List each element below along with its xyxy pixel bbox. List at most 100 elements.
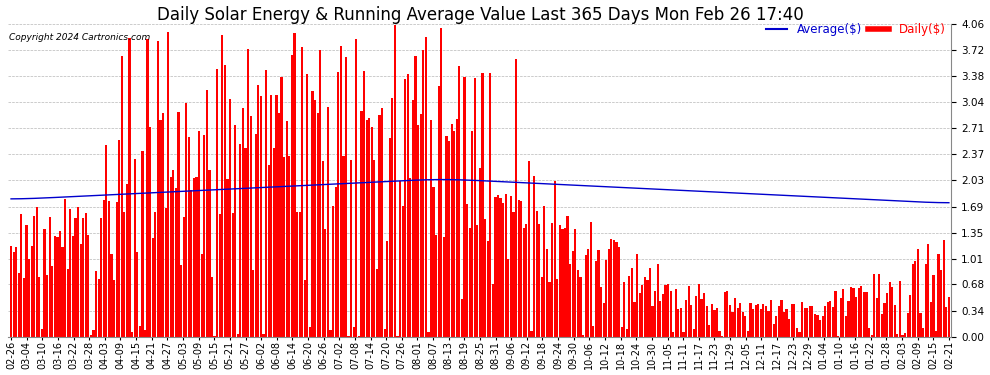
Bar xyxy=(85,213,87,337)
Bar xyxy=(180,265,182,337)
Bar xyxy=(247,49,249,337)
Bar xyxy=(26,225,28,337)
Bar xyxy=(229,99,231,337)
Bar xyxy=(894,305,896,337)
Bar xyxy=(273,148,275,337)
Bar xyxy=(131,332,134,337)
Bar xyxy=(111,254,113,337)
Bar xyxy=(832,308,834,337)
Bar xyxy=(922,328,925,337)
Bar xyxy=(492,284,494,337)
Bar xyxy=(669,291,672,337)
Bar xyxy=(520,201,523,337)
Bar xyxy=(783,312,785,337)
Bar xyxy=(742,312,743,337)
Bar xyxy=(44,229,46,337)
Bar xyxy=(108,201,110,337)
Bar xyxy=(18,273,20,337)
Bar xyxy=(332,206,335,337)
Bar xyxy=(621,327,623,337)
Text: Copyright 2024 Cartronics.com: Copyright 2024 Cartronics.com xyxy=(9,33,150,42)
Bar xyxy=(505,194,507,337)
Bar xyxy=(806,308,808,337)
Bar xyxy=(711,304,713,337)
Bar xyxy=(889,282,891,337)
Bar xyxy=(357,336,360,337)
Bar xyxy=(804,308,806,337)
Bar xyxy=(548,282,550,337)
Bar xyxy=(561,229,563,337)
Bar xyxy=(626,329,628,337)
Bar xyxy=(940,270,942,337)
Bar xyxy=(590,222,592,337)
Bar xyxy=(169,177,172,337)
Bar xyxy=(116,202,118,337)
Bar xyxy=(688,286,690,337)
Bar xyxy=(338,72,340,337)
Bar xyxy=(430,120,432,337)
Bar xyxy=(314,100,316,337)
Bar xyxy=(267,165,270,337)
Bar xyxy=(481,73,484,337)
Bar xyxy=(541,277,543,337)
Bar xyxy=(283,157,285,337)
Bar xyxy=(383,329,386,337)
Bar xyxy=(159,120,161,337)
Bar xyxy=(719,331,721,337)
Bar xyxy=(198,131,200,337)
Bar xyxy=(912,264,914,337)
Bar xyxy=(793,304,795,337)
Bar xyxy=(87,235,89,337)
Bar xyxy=(56,237,58,337)
Bar xyxy=(651,306,653,337)
Bar xyxy=(185,103,187,337)
Bar xyxy=(734,298,737,337)
Bar xyxy=(443,237,445,337)
Bar xyxy=(765,306,767,337)
Bar xyxy=(164,208,166,337)
Bar xyxy=(447,141,450,337)
Bar xyxy=(566,216,568,337)
Bar xyxy=(680,308,682,337)
Bar xyxy=(732,312,734,337)
Bar xyxy=(605,260,607,337)
Bar xyxy=(216,69,218,337)
Bar xyxy=(74,218,76,337)
Bar xyxy=(286,121,288,337)
Bar xyxy=(182,217,185,337)
Bar xyxy=(811,306,814,337)
Bar xyxy=(701,299,703,337)
Bar xyxy=(201,254,203,337)
Bar xyxy=(706,306,708,337)
Bar xyxy=(484,219,486,337)
Bar xyxy=(291,55,293,337)
Bar xyxy=(791,304,793,337)
Bar xyxy=(849,286,852,337)
Bar xyxy=(528,161,530,337)
Bar xyxy=(762,304,764,337)
Bar xyxy=(51,266,53,337)
Bar xyxy=(584,255,587,337)
Bar xyxy=(925,264,927,337)
Bar xyxy=(746,331,749,337)
Bar xyxy=(242,108,244,337)
Bar xyxy=(219,214,221,337)
Bar xyxy=(121,56,123,337)
Bar xyxy=(518,200,520,337)
Bar xyxy=(118,140,121,337)
Bar xyxy=(309,327,311,337)
Bar xyxy=(36,207,38,337)
Bar xyxy=(280,77,283,337)
Bar xyxy=(319,50,322,337)
Bar xyxy=(13,252,15,337)
Bar xyxy=(455,119,457,337)
Bar xyxy=(301,47,303,337)
Bar xyxy=(767,310,769,337)
Bar xyxy=(721,336,724,337)
Bar xyxy=(631,268,633,337)
Bar xyxy=(399,181,401,337)
Bar xyxy=(240,144,242,337)
Bar xyxy=(708,324,711,337)
Bar xyxy=(724,292,726,337)
Bar xyxy=(463,77,465,337)
